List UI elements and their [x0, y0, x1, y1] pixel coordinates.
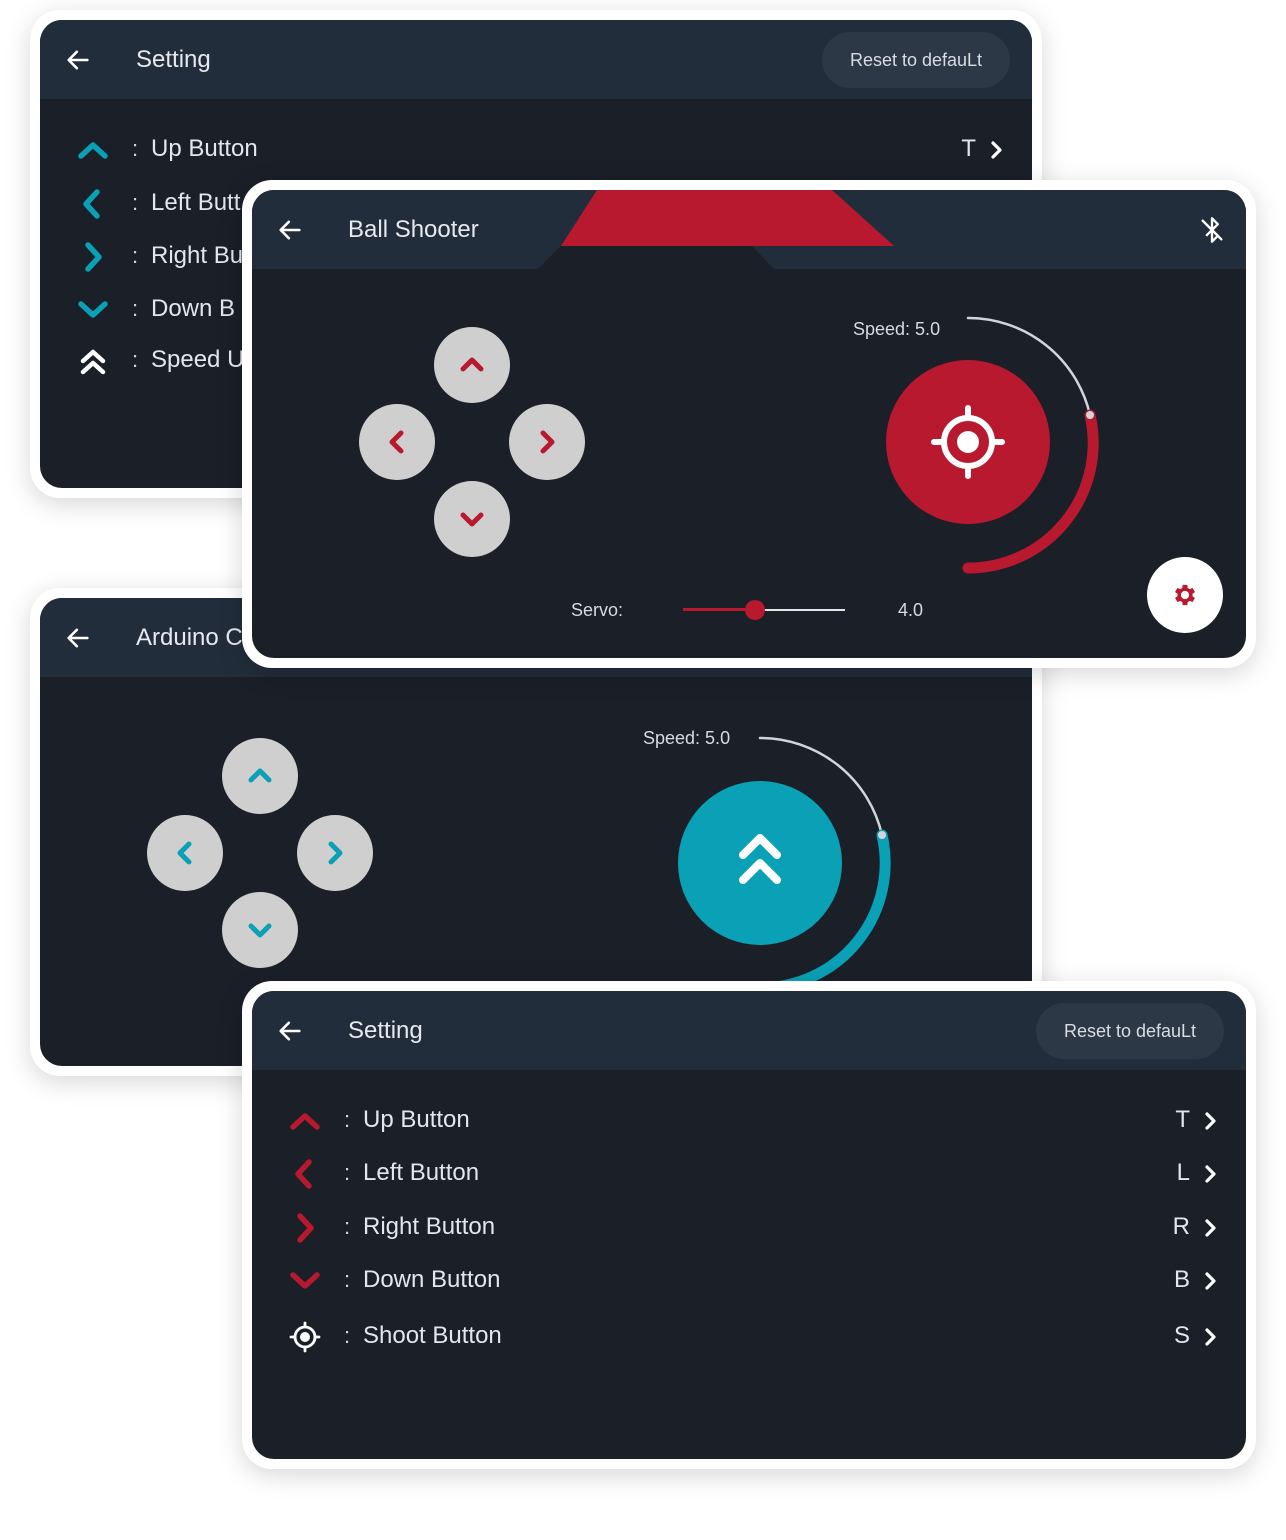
double-chevron-up-icon — [739, 834, 781, 884]
setting-row-label: Up Button — [363, 1106, 470, 1133]
chevron-up-icon — [460, 357, 484, 372]
setting-row-right[interactable]: : Right Bu — [40, 237, 1032, 277]
page-title: Arduino C — [136, 624, 243, 651]
servo-slider-thumb[interactable] — [745, 600, 765, 620]
chevron-right-icon — [991, 141, 1002, 159]
dpad-up-button[interactable] — [222, 738, 298, 814]
setting-row-label: Down Button — [363, 1266, 501, 1293]
crosshair-icon — [931, 405, 1005, 479]
app-bar: Setting Reset to defauLt — [252, 991, 1246, 1070]
setting-row-label: Shoot Button — [363, 1322, 502, 1349]
chevron-right-icon — [1205, 1219, 1216, 1237]
dpad-down-button[interactable] — [222, 892, 298, 968]
dpad-down-button[interactable] — [434, 481, 510, 557]
setting-row-key: B — [1173, 1266, 1190, 1293]
setting-row-label: Right Button — [363, 1213, 496, 1240]
setting-row-label: Speed U — [151, 346, 245, 373]
setting-row-left[interactable]: : Left Butt — [40, 184, 1032, 224]
page-title: Setting — [348, 1017, 423, 1044]
chevron-down-icon — [460, 512, 484, 527]
chevron-down-icon — [248, 923, 272, 938]
arrow-left-icon[interactable] — [276, 216, 304, 244]
setting-row-key: R — [1172, 1213, 1190, 1240]
chevron-left-icon — [177, 841, 192, 865]
arrow-left-icon[interactable] — [64, 46, 92, 74]
setting-row-key: L — [1176, 1159, 1190, 1186]
dpad-right-button[interactable] — [297, 815, 373, 891]
chevron-up-icon — [290, 1113, 320, 1130]
chevron-left-icon — [83, 189, 100, 219]
app-bar: Setting Reset to defauLt — [40, 20, 1032, 99]
chevron-up-icon — [78, 142, 108, 159]
chevron-left-icon — [389, 430, 404, 454]
speed-label: Speed: 5.0 — [643, 728, 731, 748]
servo-label: Servo: — [571, 600, 624, 620]
settings-card-red: Setting Reset to defauLt : Up Button T :… — [242, 981, 1256, 1469]
settings-fab[interactable] — [1147, 557, 1223, 633]
setting-row-down[interactable]: : Down Button B — [252, 1261, 1246, 1301]
double-chevron-up-icon — [80, 349, 106, 375]
reset-to-default-button[interactable]: Reset to defauLt — [1036, 1003, 1224, 1059]
setting-row-speed[interactable]: : Speed U — [40, 341, 1032, 381]
chevron-down-icon — [78, 301, 108, 318]
chevron-right-icon — [1205, 1272, 1216, 1290]
arrow-left-icon[interactable] — [276, 1017, 304, 1045]
chevron-left-icon — [295, 1159, 312, 1189]
arduino-screen: Arduino C Speed: 5.0 — [40, 598, 1032, 1066]
setting-row-label: Up Button — [151, 135, 258, 162]
chevron-right-icon — [1205, 1112, 1216, 1130]
app-bar — [252, 190, 1246, 269]
settings-screen: Setting Reset to defauLt : Up Button T :… — [252, 991, 1246, 1459]
page-title: Setting — [136, 46, 211, 73]
setting-row-label: Left Button — [363, 1159, 480, 1186]
crosshair-icon — [289, 1321, 321, 1353]
setting-row-key: T — [961, 135, 976, 162]
setting-row-label: Left Butt — [151, 189, 241, 216]
setting-row-shoot[interactable]: : Shoot Button S — [252, 1317, 1246, 1357]
setting-row-key: S — [1173, 1322, 1190, 1349]
setting-row-up[interactable]: : Up Button T — [40, 130, 1032, 170]
setting-row-right[interactable]: : Right Button R — [252, 1208, 1246, 1248]
setting-row-down[interactable]: : Down B — [40, 290, 1032, 330]
chevron-right-icon — [1205, 1328, 1216, 1346]
servo-slider[interactable] — [683, 600, 845, 620]
speed-dial[interactable] — [798, 273, 1138, 613]
speed-label: Speed: 5.0 — [853, 319, 941, 339]
servo-value: 4.0 — [898, 600, 924, 620]
setting-row-label: Down B — [151, 295, 236, 322]
dpad-up-button[interactable] — [434, 327, 510, 403]
page-title: Ball Shooter — [348, 216, 479, 243]
setting-row-label: Right Bu — [151, 242, 244, 269]
ball-shooter-card: Ball Shooter Speed: 5.0 — [242, 180, 1256, 668]
bluetooth-off-icon[interactable] — [1198, 214, 1226, 246]
dpad-left-button[interactable] — [147, 815, 223, 891]
chevron-right-icon — [85, 242, 102, 272]
chevron-right-icon — [297, 1213, 314, 1243]
arrow-left-icon[interactable] — [64, 624, 92, 652]
chevron-right-icon — [540, 430, 555, 454]
reset-to-default-button[interactable]: Reset to defauLt — [822, 32, 1010, 88]
chevron-down-icon — [290, 1272, 320, 1289]
chevron-up-icon — [248, 768, 272, 783]
chevron-right-icon — [1205, 1165, 1216, 1183]
setting-row-left[interactable]: : Left Button L — [252, 1154, 1246, 1194]
chevron-right-icon — [328, 841, 343, 865]
dpad-left-button[interactable] — [359, 404, 435, 480]
dpad-right-button[interactable] — [509, 404, 585, 480]
setting-row-up[interactable]: : Up Button T — [252, 1101, 1246, 1141]
ball-shooter-screen: Ball Shooter Speed: 5.0 — [252, 190, 1246, 658]
setting-row-key: T — [1175, 1106, 1190, 1133]
gear-icon — [1175, 584, 1195, 606]
